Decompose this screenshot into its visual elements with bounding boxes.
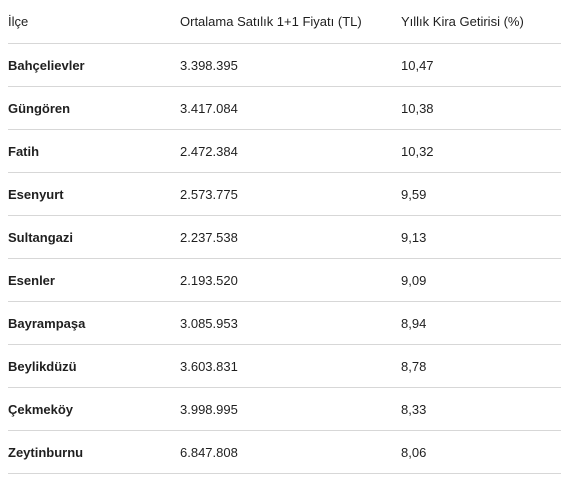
cell-district: Fatih [8, 129, 180, 173]
cell-yield: 8,06 [401, 430, 561, 474]
cell-district: Bahçelievler [8, 43, 180, 87]
header-yield: Yıllık Kira Getirisi (%) [401, 0, 561, 44]
data-table-container: İlçe Ortalama Satılık 1+1 Fiyatı (TL) Yı… [8, 0, 561, 474]
cell-yield: 10,32 [401, 129, 561, 173]
table-row: Sultangazi 2.237.538 9,13 [8, 215, 561, 259]
cell-yield: 9,13 [401, 215, 561, 259]
cell-yield: 10,38 [401, 86, 561, 130]
cell-avg-price: 3.998.995 [180, 387, 401, 431]
table-row: Beylikdüzü 3.603.831 8,78 [8, 344, 561, 388]
cell-district: Sultangazi [8, 215, 180, 259]
header-district: İlçe [8, 0, 180, 44]
header-row: İlçe Ortalama Satılık 1+1 Fiyatı (TL) Yı… [8, 0, 561, 44]
cell-district: Beylikdüzü [8, 344, 180, 388]
cell-district: Bayrampaşa [8, 301, 180, 345]
header-avg-price: Ortalama Satılık 1+1 Fiyatı (TL) [180, 0, 401, 44]
cell-avg-price: 2.237.538 [180, 215, 401, 259]
cell-avg-price: 3.085.953 [180, 301, 401, 345]
cell-yield: 9,09 [401, 258, 561, 302]
cell-yield: 8,78 [401, 344, 561, 388]
cell-district: Esenler [8, 258, 180, 302]
table-row: Zeytinburnu 6.847.808 8,06 [8, 430, 561, 474]
cell-yield: 8,94 [401, 301, 561, 345]
table-row: Esenyurt 2.573.775 9,59 [8, 172, 561, 216]
table-body: Bahçelievler 3.398.395 10,47 Güngören 3.… [8, 43, 561, 474]
table-row: Bahçelievler 3.398.395 10,47 [8, 43, 561, 87]
table-header: İlçe Ortalama Satılık 1+1 Fiyatı (TL) Yı… [8, 0, 561, 44]
cell-district: Çekmeköy [8, 387, 180, 431]
cell-avg-price: 3.603.831 [180, 344, 401, 388]
cell-avg-price: 3.417.084 [180, 86, 401, 130]
cell-avg-price: 6.847.808 [180, 430, 401, 474]
cell-avg-price: 2.573.775 [180, 172, 401, 216]
table-row: Güngören 3.417.084 10,38 [8, 86, 561, 130]
cell-yield: 10,47 [401, 43, 561, 87]
table-row: Fatih 2.472.384 10,32 [8, 129, 561, 173]
cell-avg-price: 3.398.395 [180, 43, 401, 87]
cell-district: Güngören [8, 86, 180, 130]
cell-avg-price: 2.472.384 [180, 129, 401, 173]
cell-district: Zeytinburnu [8, 430, 180, 474]
cell-avg-price: 2.193.520 [180, 258, 401, 302]
cell-district: Esenyurt [8, 172, 180, 216]
table-row: Çekmeköy 3.998.995 8,33 [8, 387, 561, 431]
rental-yield-table: İlçe Ortalama Satılık 1+1 Fiyatı (TL) Yı… [8, 0, 561, 474]
cell-yield: 8,33 [401, 387, 561, 431]
cell-yield: 9,59 [401, 172, 561, 216]
table-row: Esenler 2.193.520 9,09 [8, 258, 561, 302]
table-row: Bayrampaşa 3.085.953 8,94 [8, 301, 561, 345]
